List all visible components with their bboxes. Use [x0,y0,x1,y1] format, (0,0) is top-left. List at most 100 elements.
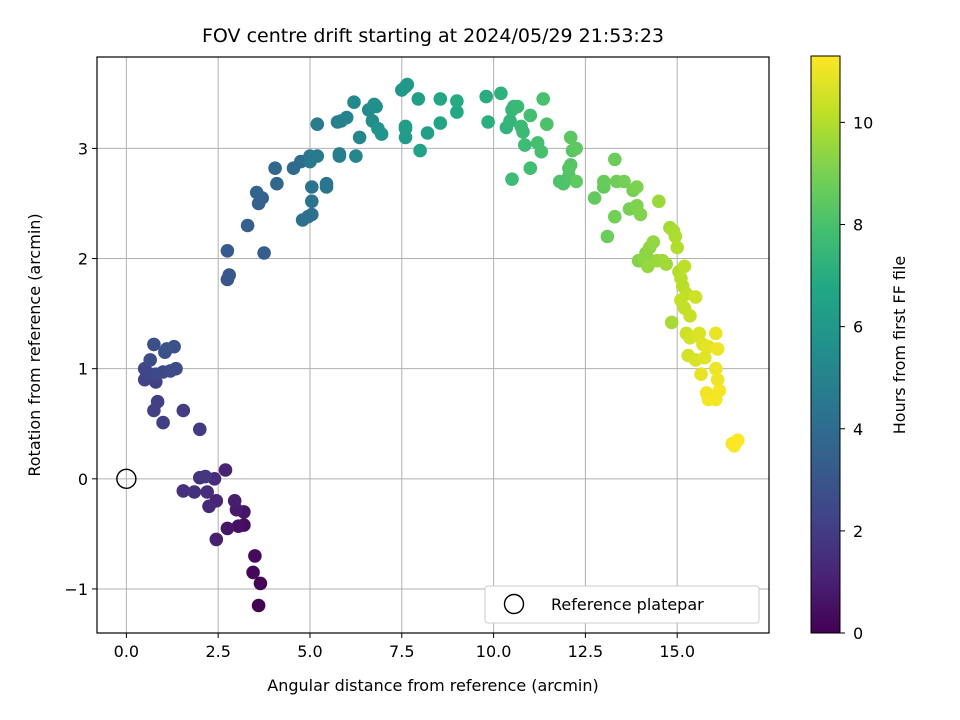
scatter-point [503,114,517,128]
scatter-point [694,367,708,382]
x-tick-label: 2.5 [205,642,230,661]
scatter-point [176,484,191,498]
scatter-point [193,422,207,437]
scatter-point [374,127,389,141]
scatter-point [563,158,578,172]
x-tick-label: 10.0 [476,642,512,661]
scatter-point [450,94,464,108]
scatter-point [398,130,413,145]
scatter-point [608,152,622,167]
scatter-point [712,383,727,398]
chart-title: FOV centre drift starting at 2024/05/29 … [202,25,664,47]
scatter-point [697,350,712,365]
colorbar-ticks: 0 2 4 6 8 10 [840,113,873,643]
scatter-point [319,176,334,191]
scatter-point [398,79,413,94]
scatter-point [536,92,550,106]
scatter-point [398,119,413,134]
scatter-point [710,342,725,356]
scatter-point [268,161,282,175]
scatter-point [505,172,519,186]
scatter-point [367,97,382,112]
scatter-point [413,143,427,158]
scatter-point [209,532,224,547]
colorbar-tick-label: 0 [853,624,863,643]
scatter-point [347,95,361,109]
scatter-point [617,174,631,189]
scatter-point [523,108,538,123]
scatter-point [301,209,315,224]
y-axis: −1 0 1 2 3 [64,139,97,599]
scatter-point [420,126,435,140]
scatter-point [310,117,325,131]
scatter-point [200,485,214,499]
y-tick-label: 0 [78,470,88,489]
scatter-point [534,144,549,159]
scatter-point [332,147,347,161]
y-tick-label: 1 [78,360,88,379]
scatter-point [310,149,325,163]
scatter-point [664,315,679,330]
colorbar-tick-label: 4 [853,420,863,439]
colorbar-tick-label: 6 [853,318,863,337]
scatter-point [349,149,363,163]
scatter-point [633,207,648,222]
scatter-point [523,161,538,175]
scatter-point [630,180,644,194]
scatter-point [169,361,183,376]
x-tick-label: 12.5 [568,642,604,661]
scatter-point [670,240,684,255]
scatter-point [646,235,661,249]
scatter-point [608,209,622,224]
scatter-point [246,565,260,580]
colorbar [810,55,841,634]
scatter-point [569,174,583,189]
data-points [116,77,745,613]
colorbar-label: Hours from first FF file [890,256,909,435]
scatter-point [147,403,161,418]
scatter-point [709,326,723,341]
scatter-point [176,403,191,418]
scatter-point [257,246,271,260]
x-axis-label: Angular distance from reference (arcmin) [267,676,598,695]
scatter-point [587,191,602,205]
scatter-point [240,218,255,233]
scatter-point [156,415,170,430]
scatter-point [187,485,202,499]
x-tick-label: 15.0 [659,642,695,661]
scatter-point [227,494,242,508]
scatter-point [494,86,508,101]
scatter-point [147,337,161,352]
scatter-point [563,130,578,145]
scatter-point [198,469,213,484]
y-tick-label: 3 [78,139,88,158]
scatter-point [540,117,554,131]
scatter-point [305,180,319,194]
legend: Reference platepar [484,585,760,624]
scatter-point [305,194,319,209]
scatter-point [249,185,264,200]
legend-entry-reference: Reference platepar [551,595,704,614]
scatter-point [481,115,495,129]
scatter-point [731,433,745,448]
colorbar-tick-label: 2 [853,522,863,541]
scatter-point [659,257,673,271]
scatter-point [231,519,246,533]
scatter-point [202,499,216,514]
scatter-point [479,89,494,104]
scatter-point [253,576,268,591]
scatter-point [270,176,284,191]
scatter-point [450,105,464,119]
scatter-point [710,372,725,387]
reference-platepar-point [116,468,137,490]
colorbar-tick-label: 8 [853,216,863,235]
scatter-point [411,92,426,106]
scatter-point [600,229,615,244]
y-tick-label: 2 [78,250,88,269]
scatter-point [251,598,266,613]
scatter-point [510,99,525,114]
scatter-point [683,309,697,323]
legend-box [484,585,760,624]
scatter-point [668,229,683,244]
